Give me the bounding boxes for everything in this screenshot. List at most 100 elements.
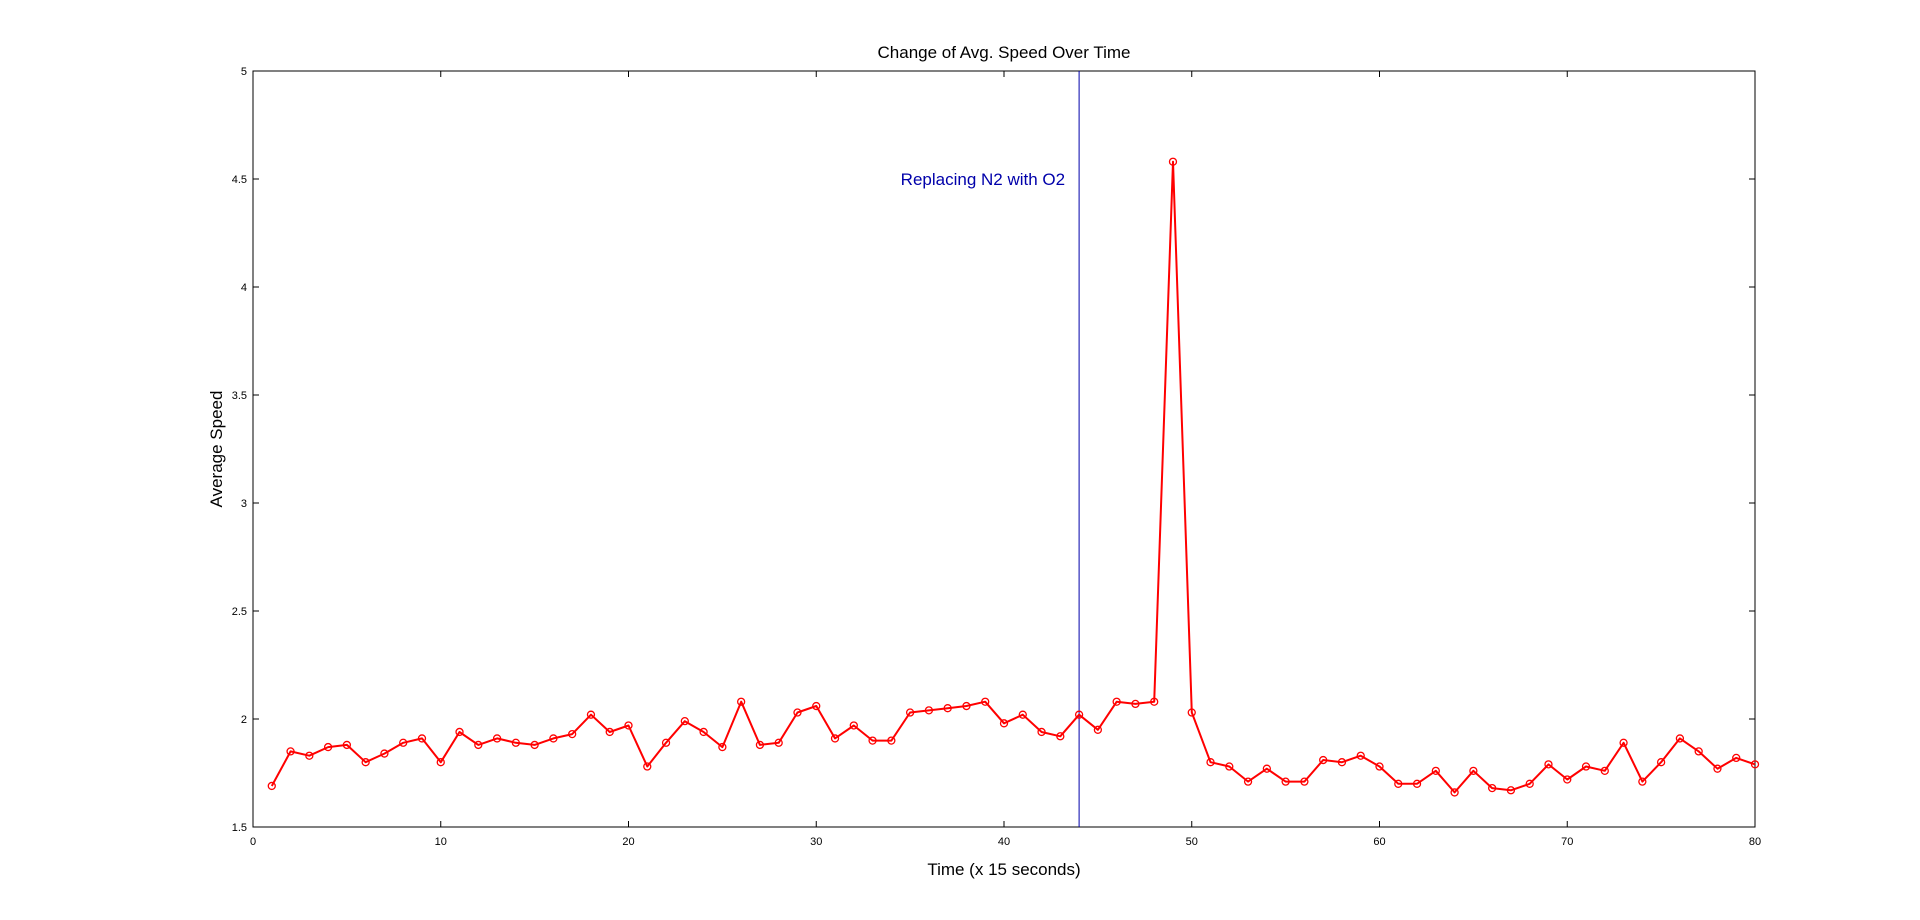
data-point <box>1131 699 1140 709</box>
data-point <box>1225 762 1234 771</box>
plot-area <box>252 70 1756 828</box>
data-point <box>417 734 427 743</box>
data-point <box>342 740 352 750</box>
data-point <box>1300 777 1309 786</box>
y-tick-label: 2 <box>241 714 247 726</box>
data-point <box>1488 783 1497 793</box>
data-point <box>1206 758 1215 767</box>
data-point <box>830 734 840 743</box>
data-point <box>1168 157 1178 166</box>
data-point <box>323 742 333 752</box>
data-point <box>943 704 952 713</box>
y-axis-label: Average Speed <box>207 391 226 508</box>
data-point <box>624 721 633 730</box>
annotation-label: Replacing N2 with O2 <box>901 170 1065 189</box>
data-point <box>1694 747 1703 756</box>
data-point <box>1656 758 1666 767</box>
data-point <box>530 740 539 750</box>
data-point <box>1074 710 1084 719</box>
data-point <box>924 706 934 715</box>
data-point <box>455 727 464 737</box>
data-point <box>568 729 577 739</box>
data-point <box>1375 762 1384 771</box>
data-point <box>905 708 915 717</box>
data-point <box>361 758 370 767</box>
data-point <box>1563 775 1572 784</box>
data-point <box>1018 710 1027 719</box>
data-point <box>305 751 314 760</box>
data-point <box>680 717 689 726</box>
data-point <box>1431 766 1440 775</box>
x-tick-label: 40 <box>998 836 1010 848</box>
data-point <box>774 738 783 747</box>
data-point <box>511 738 520 747</box>
data-point <box>474 740 483 750</box>
x-tick-label: 20 <box>622 836 634 848</box>
data-point <box>1037 727 1046 737</box>
data-point <box>436 758 445 767</box>
data-point <box>718 742 727 752</box>
data-point <box>286 747 295 756</box>
data-point <box>1732 753 1741 763</box>
x-tick-label: 60 <box>1373 836 1385 848</box>
data-point <box>1581 762 1591 771</box>
x-tick-label: 80 <box>1749 836 1761 848</box>
data-point <box>962 701 971 711</box>
data-point <box>755 740 765 750</box>
data-point <box>1281 777 1290 786</box>
data-point <box>1337 758 1347 767</box>
data-point <box>1412 779 1422 788</box>
y-tick-label: 5 <box>241 66 247 78</box>
data-point <box>737 697 746 706</box>
data-point <box>267 781 276 791</box>
data-point <box>1469 766 1478 775</box>
data-point <box>1356 751 1365 760</box>
data-point <box>1506 786 1516 795</box>
chart-title: Change of Avg. Speed Over Time <box>878 43 1131 62</box>
annotations: Replacing N2 with O2 <box>901 71 1080 827</box>
x-axis-label: Time (x 15 seconds) <box>927 860 1080 879</box>
y-tick-label: 4 <box>241 282 247 294</box>
data-point <box>1056 732 1065 741</box>
data-point <box>1750 760 1760 769</box>
data-point <box>1243 777 1253 786</box>
y-tick-label: 2.5 <box>232 606 247 618</box>
data-point <box>1713 764 1722 773</box>
data-point <box>887 736 896 745</box>
series-layer <box>267 157 1760 797</box>
data-point <box>492 734 502 743</box>
axis-ticks <box>252 70 1756 828</box>
y-tick-label: 1.5 <box>232 822 247 834</box>
data-point <box>1525 779 1534 788</box>
data-point <box>812 701 821 711</box>
x-tick-label: 50 <box>1186 836 1198 848</box>
data-point <box>1394 779 1403 788</box>
data-point <box>1262 764 1271 773</box>
y-tick-label: 3 <box>241 498 247 510</box>
data-point <box>661 738 671 747</box>
data-point <box>1150 697 1159 706</box>
data-point <box>1187 708 1196 717</box>
data-point <box>1619 738 1628 747</box>
data-point <box>793 708 802 717</box>
data-point <box>399 738 408 747</box>
data-point <box>699 727 708 737</box>
x-tick-label: 30 <box>810 836 822 848</box>
y-tick-label: 4.5 <box>232 174 247 186</box>
tick-labels: 0 10 20 30 40 50 60 70 80 1.5 2 2.5 3 3.5 4 4.5 5 <box>232 66 1761 848</box>
data-point <box>586 710 596 719</box>
data-point <box>1544 760 1553 769</box>
data-point <box>1450 788 1459 797</box>
x-tick-label: 10 <box>435 836 447 848</box>
data-point <box>605 727 614 737</box>
x-tick-label: 0 <box>250 836 256 848</box>
data-point <box>1675 734 1685 743</box>
data-point <box>1093 725 1103 734</box>
data-point <box>849 721 858 730</box>
data-point <box>981 697 990 706</box>
x-tick-label: 70 <box>1561 836 1573 848</box>
y-tick-label: 3.5 <box>232 390 247 402</box>
data-point <box>1638 777 1647 786</box>
data-point <box>1600 766 1609 775</box>
